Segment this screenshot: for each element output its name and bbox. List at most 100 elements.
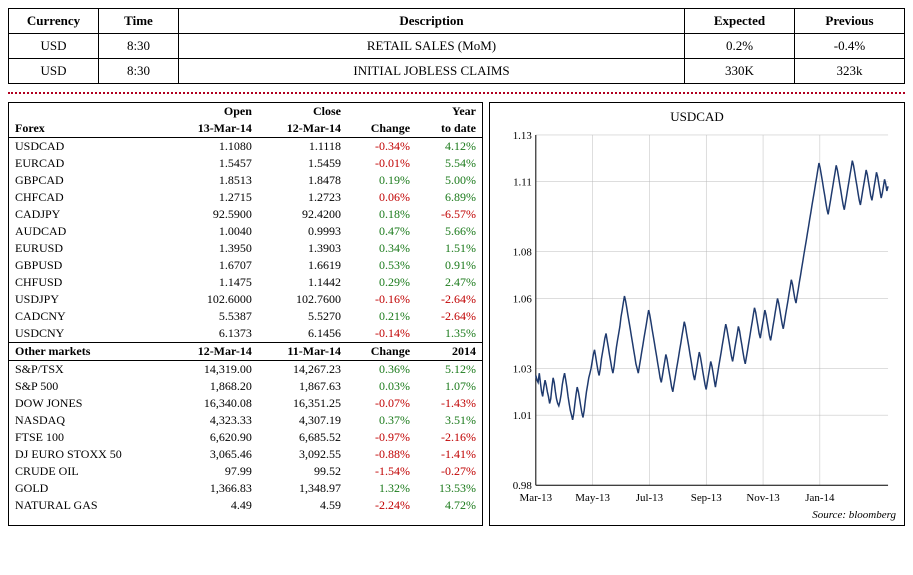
other-change: 0.03% bbox=[347, 378, 416, 395]
econ-row: USD8:30RETAIL SALES (MoM)0.2%-0.4% bbox=[9, 34, 905, 59]
forex-row: GBPUSD1.67071.66190.53%0.91% bbox=[9, 257, 482, 274]
forex-row: CADJPY92.590092.42000.18%-6.57% bbox=[9, 206, 482, 223]
forex-open: 1.5457 bbox=[169, 155, 258, 172]
other-v2: 6,685.52 bbox=[258, 429, 347, 446]
other-ytd-label: 2014 bbox=[416, 343, 482, 361]
forex-table: Open Close Year Forex 13-Mar-14 12-Mar-1… bbox=[9, 103, 482, 514]
forex-pair: USDJPY bbox=[9, 291, 169, 308]
other-change: -0.97% bbox=[347, 429, 416, 446]
forex-close: 1.5459 bbox=[258, 155, 347, 172]
forex-close: 1.8478 bbox=[258, 172, 347, 189]
econ-cell-expected: 330K bbox=[685, 59, 795, 84]
forex-close: 1.3903 bbox=[258, 240, 347, 257]
forex-close: 1.1442 bbox=[258, 274, 347, 291]
forex-close-label: Close bbox=[258, 103, 347, 120]
other-v1: 97.99 bbox=[169, 463, 258, 480]
other-v1: 16,340.08 bbox=[169, 395, 258, 412]
econ-row: USD8:30INITIAL JOBLESS CLAIMS330K323k bbox=[9, 59, 905, 84]
forex-open: 6.1373 bbox=[169, 325, 258, 343]
svg-text:1.11: 1.11 bbox=[513, 177, 532, 189]
other-date1: 12-Mar-14 bbox=[169, 343, 258, 361]
econ-cell-description: INITIAL JOBLESS CLAIMS bbox=[179, 59, 685, 84]
forex-change: 0.06% bbox=[347, 189, 416, 206]
other-row: S&P/TSX14,319.0014,267.230.36%5.12% bbox=[9, 361, 482, 379]
forex-pair: CHFUSD bbox=[9, 274, 169, 291]
other-v2: 3,092.55 bbox=[258, 446, 347, 463]
forex-close: 102.7600 bbox=[258, 291, 347, 308]
other-v2: 16,351.25 bbox=[258, 395, 347, 412]
forex-close: 5.5270 bbox=[258, 308, 347, 325]
econ-cell-time: 8:30 bbox=[99, 59, 179, 84]
other-name: CRUDE OIL bbox=[9, 463, 169, 480]
svg-text:1.06: 1.06 bbox=[513, 293, 533, 305]
other-change-label: Change bbox=[347, 343, 416, 361]
forex-close-date: 12-Mar-14 bbox=[258, 120, 347, 138]
econ-cell-description: RETAIL SALES (MoM) bbox=[179, 34, 685, 59]
forex-ytd: 5.00% bbox=[416, 172, 482, 189]
col-previous: Previous bbox=[795, 9, 905, 34]
other-name: GOLD bbox=[9, 480, 169, 497]
other-name: NASDAQ bbox=[9, 412, 169, 429]
other-v1: 3,065.46 bbox=[169, 446, 258, 463]
other-change: -1.54% bbox=[347, 463, 416, 480]
forex-ytd: 5.54% bbox=[416, 155, 482, 172]
svg-text:1.01: 1.01 bbox=[513, 410, 532, 422]
other-change: 1.32% bbox=[347, 480, 416, 497]
forex-ytd: 6.89% bbox=[416, 189, 482, 206]
divider bbox=[8, 92, 905, 94]
svg-text:1.03: 1.03 bbox=[513, 363, 533, 375]
forex-pair: USDCAD bbox=[9, 138, 169, 156]
forex-change: -0.01% bbox=[347, 155, 416, 172]
forex-open: 1.2715 bbox=[169, 189, 258, 206]
forex-ytd: -2.64% bbox=[416, 308, 482, 325]
forex-open: 1.0040 bbox=[169, 223, 258, 240]
other-row: DOW JONES16,340.0816,351.25-0.07%-1.43% bbox=[9, 395, 482, 412]
forex-row: EURUSD1.39501.39030.34%1.51% bbox=[9, 240, 482, 257]
usdcad-chart: 0.981.011.031.061.081.111.13Mar-13May-13… bbox=[498, 129, 896, 507]
forex-row: CADCNY5.53875.52700.21%-2.64% bbox=[9, 308, 482, 325]
forex-open: 102.6000 bbox=[169, 291, 258, 308]
other-name: S&P/TSX bbox=[9, 361, 169, 379]
other-v1: 4.49 bbox=[169, 497, 258, 514]
forex-pair: CADJPY bbox=[9, 206, 169, 223]
forex-change-label: Change bbox=[347, 120, 416, 138]
forex-pair: CADCNY bbox=[9, 308, 169, 325]
col-time: Time bbox=[99, 9, 179, 34]
other-row: NATURAL GAS4.494.59-2.24%4.72% bbox=[9, 497, 482, 514]
other-ytd: 13.53% bbox=[416, 480, 482, 497]
forex-pair: EURUSD bbox=[9, 240, 169, 257]
svg-text:Mar-13: Mar-13 bbox=[520, 492, 553, 504]
forex-pair: AUDCAD bbox=[9, 223, 169, 240]
forex-ytd: 0.91% bbox=[416, 257, 482, 274]
forex-change: -0.34% bbox=[347, 138, 416, 156]
other-v1: 6,620.90 bbox=[169, 429, 258, 446]
forex-open: 5.5387 bbox=[169, 308, 258, 325]
forex-row: AUDCAD1.00400.99930.47%5.66% bbox=[9, 223, 482, 240]
forex-close: 1.1118 bbox=[258, 138, 347, 156]
svg-text:1.08: 1.08 bbox=[513, 247, 533, 259]
econ-cell-currency: USD bbox=[9, 34, 99, 59]
other-ytd: 4.72% bbox=[416, 497, 482, 514]
other-v2: 1,348.97 bbox=[258, 480, 347, 497]
other-change: 0.36% bbox=[347, 361, 416, 379]
other-v2: 4,307.19 bbox=[258, 412, 347, 429]
forex-row: EURCAD1.54571.5459-0.01%5.54% bbox=[9, 155, 482, 172]
forex-section-label: Forex bbox=[9, 120, 169, 138]
econ-cell-previous: 323k bbox=[795, 59, 905, 84]
forex-ytd: 1.35% bbox=[416, 325, 482, 343]
other-v1: 1,366.83 bbox=[169, 480, 258, 497]
other-section-label: Other markets bbox=[9, 343, 169, 361]
other-name: DOW JONES bbox=[9, 395, 169, 412]
forex-open: 1.1475 bbox=[169, 274, 258, 291]
other-row: FTSE 1006,620.906,685.52-0.97%-2.16% bbox=[9, 429, 482, 446]
forex-ytd: 1.51% bbox=[416, 240, 482, 257]
forex-close: 1.2723 bbox=[258, 189, 347, 206]
forex-open: 1.3950 bbox=[169, 240, 258, 257]
forex-ytd: 2.47% bbox=[416, 274, 482, 291]
forex-change: 0.18% bbox=[347, 206, 416, 223]
other-ytd: -0.27% bbox=[416, 463, 482, 480]
forex-change: 0.53% bbox=[347, 257, 416, 274]
other-row: NASDAQ4,323.334,307.190.37%3.51% bbox=[9, 412, 482, 429]
other-ytd: 5.12% bbox=[416, 361, 482, 379]
svg-text:Jan-14: Jan-14 bbox=[805, 492, 835, 504]
